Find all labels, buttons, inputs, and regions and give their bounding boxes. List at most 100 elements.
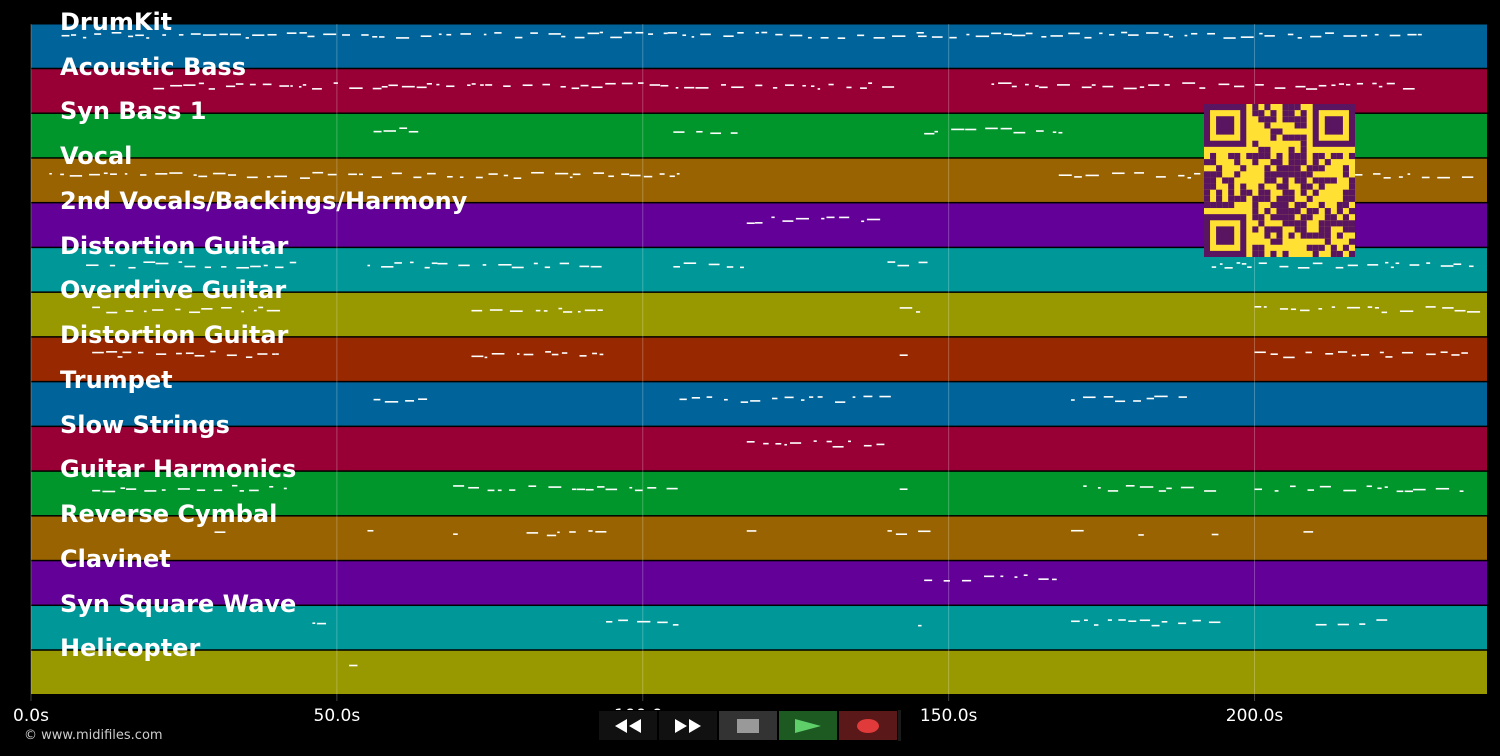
note (152, 309, 164, 311)
note (755, 222, 763, 224)
play-button[interactable] (778, 710, 838, 741)
note (590, 265, 602, 268)
note (837, 37, 846, 39)
note (585, 488, 594, 491)
note (1421, 176, 1430, 179)
note (1211, 533, 1219, 536)
note (379, 36, 385, 38)
fast-forward-button[interactable] (658, 710, 718, 741)
note (637, 82, 644, 84)
note (89, 173, 100, 176)
note (1083, 485, 1087, 487)
note (503, 85, 511, 87)
note (1083, 619, 1088, 622)
note (333, 82, 338, 84)
note (1161, 621, 1168, 623)
time-tick-label: 200.0s (1225, 706, 1284, 726)
note (1386, 82, 1395, 85)
note (420, 35, 432, 37)
note (1361, 34, 1368, 37)
note (204, 266, 212, 269)
note (548, 33, 561, 35)
note (1378, 85, 1383, 88)
note (1350, 174, 1363, 176)
note (424, 266, 430, 269)
note (1103, 396, 1114, 398)
track-label: Syn Square Wave (60, 589, 297, 618)
note (531, 171, 544, 174)
note (775, 33, 783, 36)
note (635, 31, 644, 34)
note (591, 86, 603, 89)
note (1191, 32, 1198, 35)
note (405, 400, 415, 402)
note (178, 261, 183, 263)
note (1112, 172, 1125, 175)
note (327, 173, 337, 176)
record-button[interactable] (838, 710, 898, 741)
note (1343, 489, 1357, 492)
note (1099, 32, 1103, 35)
note (605, 82, 616, 85)
note (1241, 263, 1247, 265)
note (1319, 485, 1331, 488)
note (621, 173, 630, 176)
note (1000, 127, 1012, 130)
note (92, 306, 100, 309)
note (279, 85, 290, 87)
note (522, 84, 533, 87)
rewind-button[interactable] (598, 710, 658, 741)
note (312, 88, 322, 90)
note (1052, 578, 1057, 581)
note (1052, 131, 1057, 134)
note (438, 33, 442, 36)
note (1453, 263, 1462, 266)
note (673, 131, 685, 133)
note (1223, 37, 1236, 39)
note (1338, 83, 1344, 85)
note (373, 398, 381, 401)
note (1312, 262, 1323, 265)
note (584, 309, 596, 312)
note (489, 309, 503, 311)
note (1148, 84, 1160, 86)
note (667, 32, 677, 34)
note (775, 442, 782, 445)
note (943, 580, 950, 582)
note (122, 351, 132, 354)
note (214, 531, 226, 533)
note (1351, 354, 1357, 357)
note (679, 398, 687, 401)
note (782, 220, 794, 222)
note (763, 442, 769, 445)
note (526, 532, 539, 534)
note (1384, 486, 1388, 488)
note (551, 353, 559, 356)
note (557, 531, 560, 534)
note (396, 37, 410, 39)
note (643, 175, 653, 178)
note (1154, 395, 1168, 398)
note (1325, 353, 1334, 355)
note (1071, 399, 1075, 401)
note (1395, 262, 1400, 265)
note (1259, 32, 1263, 35)
note (312, 171, 324, 174)
note (371, 176, 382, 178)
note (579, 355, 587, 357)
note (1390, 266, 1394, 269)
note (458, 264, 470, 267)
note (588, 530, 593, 532)
note (623, 31, 632, 34)
note (558, 307, 563, 310)
note (528, 485, 537, 487)
note (708, 263, 720, 266)
note (111, 32, 122, 34)
note (659, 173, 665, 175)
note (487, 489, 495, 492)
note (1345, 83, 1351, 86)
note (1290, 485, 1296, 488)
note (949, 36, 957, 39)
stop-button[interactable] (718, 710, 778, 741)
note (899, 307, 913, 309)
